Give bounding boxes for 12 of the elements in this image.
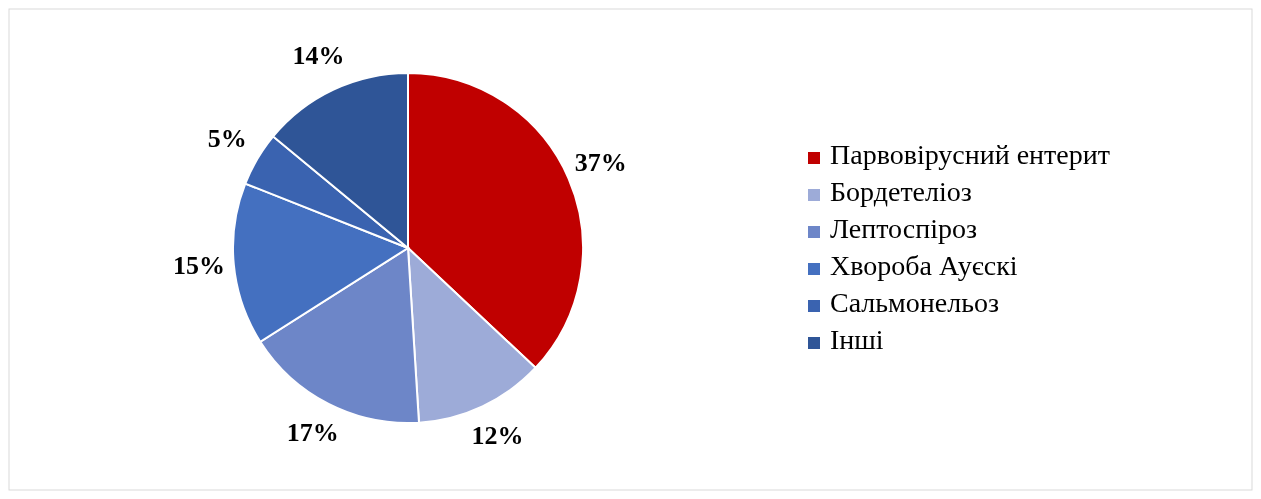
data-label: 14%	[292, 40, 345, 70]
legend-label: Хвороба Ауєскі	[830, 250, 1018, 282]
legend-label: Сальмонельоз	[830, 287, 1000, 319]
legend-label: Лептоспіроз	[830, 213, 978, 245]
legend-label: Бордетеліоз	[830, 176, 972, 208]
data-label: 5%	[207, 124, 247, 154]
data-label: 15%	[172, 250, 225, 280]
data-label: 12%	[471, 420, 524, 450]
data-label: 17%	[286, 418, 339, 448]
legend-label: Інші	[830, 324, 884, 356]
data-label: 37%	[574, 147, 627, 177]
legend-label: Парвовірусний ентерит	[830, 139, 1110, 171]
